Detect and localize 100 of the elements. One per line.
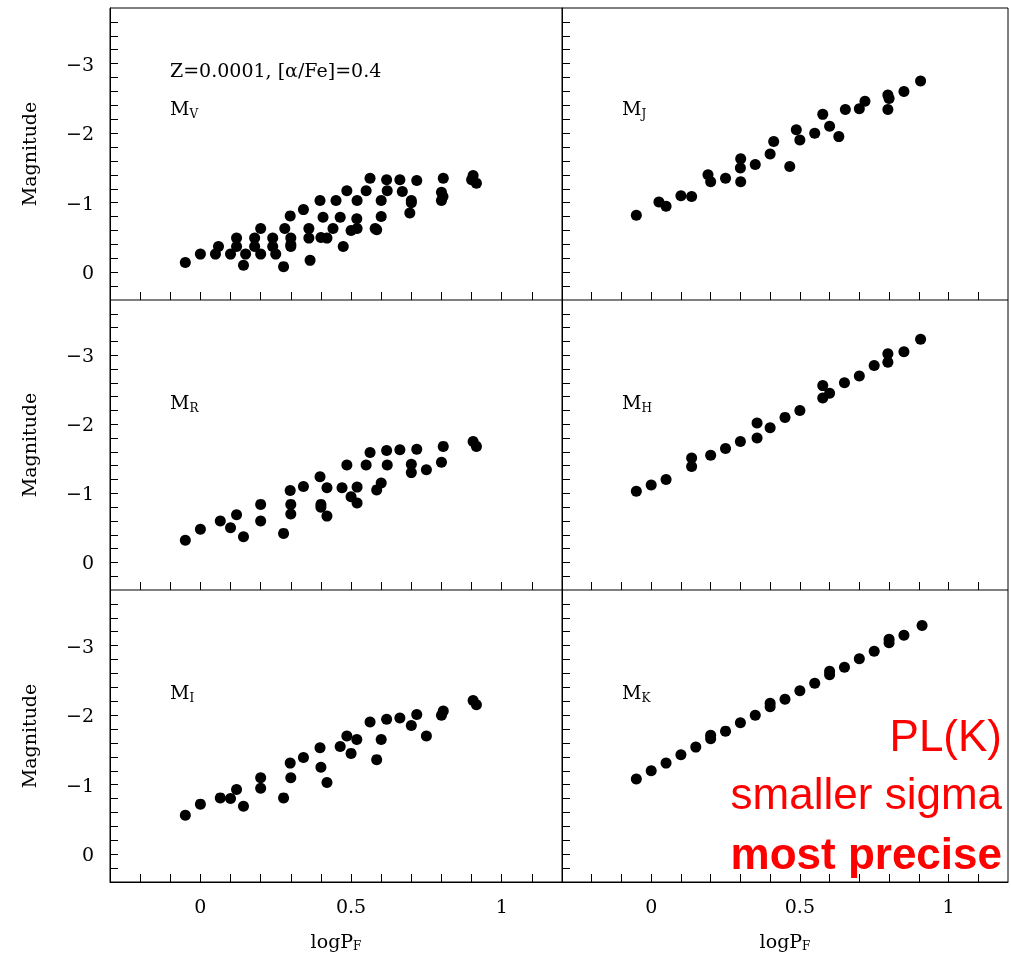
y-tick-label: −1 bbox=[65, 482, 94, 505]
y-tick-label: −2 bbox=[65, 413, 94, 436]
point bbox=[375, 211, 387, 223]
point bbox=[853, 103, 865, 115]
point bbox=[675, 749, 687, 761]
point bbox=[838, 377, 850, 389]
point bbox=[303, 222, 315, 234]
point bbox=[915, 333, 927, 345]
point bbox=[336, 482, 348, 494]
point bbox=[321, 777, 333, 789]
point bbox=[360, 459, 372, 471]
point bbox=[284, 210, 296, 222]
point bbox=[898, 346, 910, 358]
point bbox=[720, 725, 732, 737]
point bbox=[315, 761, 327, 773]
point bbox=[768, 135, 780, 147]
point bbox=[764, 148, 776, 160]
y-tick-label: 0 bbox=[81, 551, 94, 574]
y-tick-label: −1 bbox=[65, 191, 94, 214]
point bbox=[255, 772, 267, 784]
point bbox=[645, 765, 657, 777]
point bbox=[194, 798, 206, 810]
point bbox=[405, 467, 417, 479]
point bbox=[179, 809, 191, 821]
point bbox=[916, 619, 928, 631]
point bbox=[779, 693, 791, 705]
point bbox=[212, 240, 224, 252]
annotation: Z=0.0001, [α/Fe]=0.4 bbox=[170, 59, 382, 82]
point bbox=[720, 442, 732, 454]
point bbox=[794, 134, 806, 146]
point bbox=[435, 186, 447, 198]
point bbox=[255, 515, 267, 527]
y-tick-label: −1 bbox=[65, 773, 94, 796]
point bbox=[749, 709, 761, 721]
point bbox=[809, 127, 821, 139]
point bbox=[705, 449, 717, 461]
point bbox=[420, 730, 432, 742]
point bbox=[396, 186, 408, 198]
point bbox=[898, 85, 910, 97]
point bbox=[225, 522, 237, 534]
point bbox=[751, 417, 763, 429]
x-tick-label: 1 bbox=[942, 894, 955, 917]
point bbox=[660, 474, 672, 486]
point bbox=[467, 436, 479, 448]
y-tick-label: −3 bbox=[65, 344, 94, 367]
y-axis-title: Magnitude bbox=[17, 683, 40, 789]
point bbox=[231, 509, 243, 521]
point bbox=[314, 471, 326, 483]
point bbox=[231, 232, 243, 244]
point bbox=[278, 792, 290, 804]
point bbox=[238, 800, 249, 812]
point bbox=[255, 498, 267, 510]
point bbox=[314, 195, 326, 207]
point bbox=[381, 185, 393, 197]
point bbox=[630, 209, 642, 221]
point bbox=[321, 510, 333, 522]
point bbox=[809, 677, 821, 689]
y-tick-label: −2 bbox=[65, 122, 94, 145]
point bbox=[381, 459, 393, 471]
point bbox=[238, 259, 249, 271]
point bbox=[285, 498, 297, 510]
point bbox=[375, 195, 387, 207]
point bbox=[314, 742, 326, 754]
point bbox=[194, 523, 206, 535]
point bbox=[734, 717, 746, 729]
point bbox=[297, 204, 309, 216]
point bbox=[411, 708, 423, 720]
point bbox=[249, 232, 261, 244]
point bbox=[824, 387, 836, 399]
point bbox=[345, 491, 357, 503]
point bbox=[375, 477, 387, 489]
point bbox=[327, 222, 339, 234]
point bbox=[285, 772, 297, 784]
point bbox=[779, 411, 791, 423]
point bbox=[394, 444, 406, 456]
annotation: most precise bbox=[730, 829, 1003, 879]
x-tick-label: 1 bbox=[495, 894, 508, 917]
point bbox=[467, 695, 479, 707]
point bbox=[231, 784, 243, 796]
point bbox=[321, 482, 333, 494]
x-tick-label: 0.5 bbox=[784, 894, 815, 917]
point bbox=[214, 792, 226, 804]
point bbox=[194, 248, 206, 260]
point bbox=[284, 485, 296, 497]
point bbox=[868, 360, 880, 372]
x-tick-label: 0.5 bbox=[335, 894, 367, 917]
point bbox=[341, 730, 353, 742]
point bbox=[660, 200, 672, 212]
point bbox=[817, 108, 829, 120]
point bbox=[437, 440, 449, 452]
point bbox=[790, 124, 802, 136]
point bbox=[839, 104, 851, 115]
point bbox=[255, 782, 267, 794]
point bbox=[381, 174, 393, 186]
point bbox=[360, 185, 372, 197]
point bbox=[225, 793, 237, 805]
point bbox=[255, 222, 267, 234]
point bbox=[364, 447, 376, 459]
annotation: smaller sigma bbox=[730, 769, 1003, 819]
point bbox=[351, 481, 363, 493]
